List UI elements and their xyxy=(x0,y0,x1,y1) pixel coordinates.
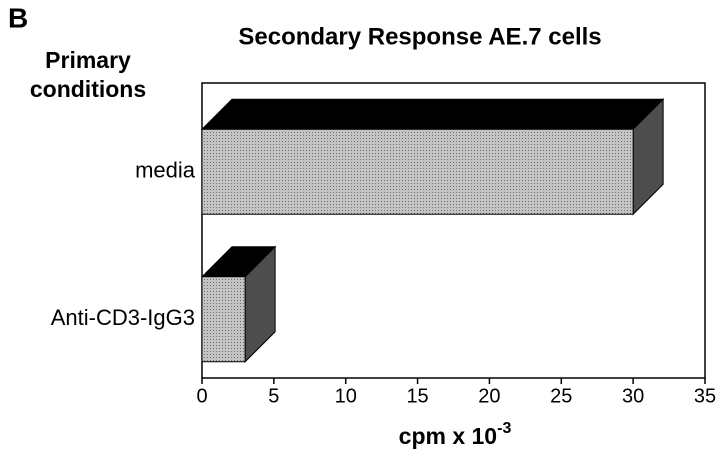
x-tick-label: 15 xyxy=(406,385,428,407)
x-tick-label: 10 xyxy=(335,385,357,407)
x-axis-label: cpm x 10-3 xyxy=(399,420,512,449)
x-tick-label: 5 xyxy=(268,385,279,407)
y-tick-label: Anti-CD3-IgG3 xyxy=(51,305,195,330)
y-axis-label: conditions xyxy=(30,76,146,102)
x-tick-label: 20 xyxy=(478,385,500,407)
y-axis-label: Primary xyxy=(45,47,131,73)
y-tick-label: media xyxy=(135,158,196,183)
chart-title: Secondary Response AE.7 cells xyxy=(238,23,601,50)
x-axis-label-text: cpm x 10 xyxy=(399,423,497,449)
x-axis-label-exponent: -3 xyxy=(497,420,511,437)
x-tick-label: 35 xyxy=(694,385,716,407)
x-tick-label: 30 xyxy=(622,385,644,407)
x-tick-label: 0 xyxy=(196,385,207,407)
bar xyxy=(201,128,634,215)
panel-label: B xyxy=(8,2,28,33)
plot-frame xyxy=(201,82,706,379)
x-tick-label: 25 xyxy=(550,385,572,407)
bar-top xyxy=(200,98,665,130)
bar xyxy=(201,276,246,363)
